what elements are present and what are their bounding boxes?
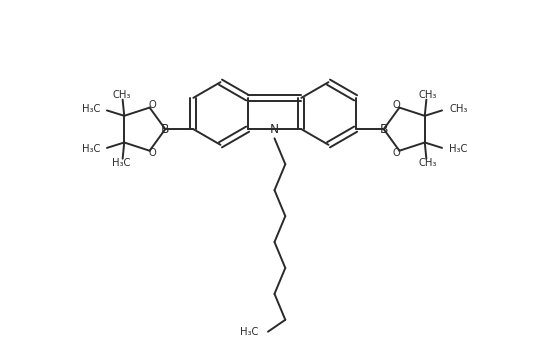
- Text: O: O: [393, 100, 401, 110]
- Text: O: O: [148, 100, 156, 110]
- Text: H₃C: H₃C: [82, 144, 100, 154]
- Text: B: B: [161, 123, 170, 136]
- Text: H₃C: H₃C: [82, 104, 100, 114]
- Text: B: B: [379, 123, 388, 136]
- Text: H₃C: H₃C: [449, 144, 467, 154]
- Text: H₃C: H₃C: [113, 158, 131, 168]
- Text: N: N: [270, 123, 279, 136]
- Text: H₃C: H₃C: [240, 327, 258, 337]
- Text: CH₃: CH₃: [418, 90, 436, 100]
- Text: CH₃: CH₃: [418, 158, 436, 168]
- Text: O: O: [148, 148, 156, 159]
- Text: CH₃: CH₃: [113, 90, 131, 100]
- Text: O: O: [393, 148, 401, 159]
- Text: CH₃: CH₃: [449, 104, 467, 114]
